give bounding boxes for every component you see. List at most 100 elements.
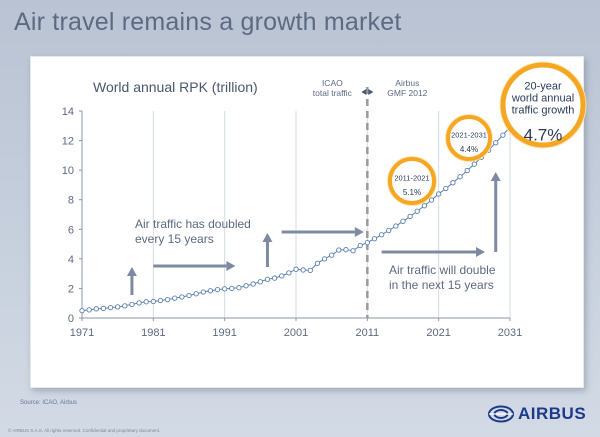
x-tick-label: 1981 <box>141 327 165 339</box>
icao-label: ICAO total traffic <box>313 78 353 98</box>
chart-title: World annual RPK (trillion) <box>93 79 258 95</box>
copyright-footer: © AIRBUS S.A.S. All rights reserved. Con… <box>8 428 161 433</box>
divider-arrow-right <box>368 89 374 95</box>
divider-arrow-left <box>361 89 367 95</box>
rpk-data-point <box>350 248 356 254</box>
y-tick-label: 14 <box>62 106 74 118</box>
x-tick-label: 1971 <box>70 327 94 339</box>
arrow-up-1997-head <box>262 233 273 242</box>
bubble-20-year-label: 20-year <box>524 81 562 93</box>
rpk-data-point <box>150 298 156 305</box>
slide-title: Air travel remains a growth market <box>14 8 402 36</box>
rpk-data-point <box>279 273 285 279</box>
rpk-data-point <box>436 191 442 197</box>
rpk-data-point <box>207 288 214 294</box>
rpk-data-point <box>271 275 278 281</box>
rpk-data-point <box>257 279 263 285</box>
rpk-data-point <box>200 289 206 295</box>
y-tick-label: 8 <box>68 195 74 207</box>
rpk-data-point <box>500 132 506 138</box>
source-note: Source: ICAO, Airbus <box>20 400 78 406</box>
rpk-data-point <box>122 303 128 309</box>
y-tick-label: 4 <box>68 254 74 266</box>
y-tick-label: 10 <box>62 165 74 177</box>
arrow-right-1999-head <box>354 227 364 237</box>
rpk-data-point <box>336 247 342 253</box>
airbus-logo-text: AIRBUS <box>518 404 587 423</box>
rpk-data-point <box>364 239 370 246</box>
rpk-data-point <box>107 304 114 311</box>
rpk-data-point <box>100 305 107 312</box>
rpk-data-point <box>286 270 292 276</box>
rpk-data-point <box>386 227 392 234</box>
rpk-data-point <box>393 223 399 229</box>
rpk-data-point <box>93 306 99 312</box>
rpk-data-point <box>157 297 164 304</box>
airbus-logo: AIRBUS <box>488 404 586 424</box>
rpk-data-point <box>186 292 192 299</box>
rpk-data-point <box>400 218 406 224</box>
x-tick-label: 2021 <box>426 327 450 339</box>
rpk-data-point <box>264 276 271 282</box>
rpk-data-point <box>329 252 335 258</box>
rpk-data-point <box>115 304 121 310</box>
rpk-data-point <box>164 297 171 303</box>
rpk-data-point <box>222 286 228 292</box>
rpk-data-point <box>457 174 463 180</box>
rpk-data-point <box>371 236 378 242</box>
rpk-data-point <box>129 301 135 308</box>
airbus-logo-icon <box>488 405 514 423</box>
rpk-data-point <box>250 281 256 287</box>
rpk-data-point <box>307 267 313 274</box>
bubble-20-year-label: world annual <box>511 93 574 105</box>
rpk-data-point <box>243 283 249 289</box>
rpk-data-point <box>136 300 142 306</box>
rpk-chart: 0 2 4 6 8 10 12 14 1971 1981 1991 2001 2011 2021 2031 W… <box>62 61 587 339</box>
rpk-data-point <box>321 256 328 262</box>
rpk-data-point <box>179 294 185 300</box>
doubled-annotation: Air traffic has doubled every 15 years <box>135 217 251 246</box>
y-tick-label: 12 <box>62 136 74 148</box>
rpk-data-point <box>214 286 221 293</box>
bubble-2021-2031-label: 2021-2031 <box>451 130 487 139</box>
bubble-2011-2021-ring <box>388 157 436 205</box>
rpk-data-point <box>493 140 499 146</box>
x-tick-label: 2011 <box>356 327 380 339</box>
rpk-data-point <box>172 295 178 301</box>
rpk-data-point <box>414 208 420 214</box>
rpk-data-point <box>236 285 242 291</box>
arrow-up-1978-head <box>126 267 137 276</box>
bubble-2021-2031-rate: 4.4% <box>460 145 478 154</box>
x-tick-label: 2031 <box>498 327 522 339</box>
rpk-data-point <box>357 242 363 249</box>
rpk-data-point <box>464 167 470 174</box>
rpk-data-point <box>79 307 85 314</box>
will-double-annotation: Air traffic will double in the next 15 ye… <box>389 263 496 292</box>
bubble-20-year-ring <box>500 62 586 148</box>
rpk-data-point <box>407 213 413 220</box>
bubble-2011-2021-rate: 5.1% <box>403 188 421 197</box>
rpk-data-point <box>193 291 199 297</box>
bubble-20-year-rate: 4.7% <box>524 126 563 145</box>
y-tick-label: 0 <box>68 313 74 325</box>
rpk-data-point <box>443 185 449 192</box>
chart-panel: 0 2 4 6 8 10 12 14 1971 1981 1991 2001 2011 2021 2031 W… <box>30 56 587 388</box>
rpk-data-point <box>343 247 349 253</box>
y-tick-label: 6 <box>68 224 74 236</box>
arrow-right-1981-head <box>226 261 236 271</box>
airbus-label: Airbus GMF 2012 <box>387 78 427 98</box>
rpk-data-point <box>450 180 456 186</box>
rpk-data-point <box>471 161 477 167</box>
x-tick-label: 2001 <box>284 327 308 339</box>
rpk-data-point <box>378 232 385 238</box>
rpk-data-point <box>428 197 435 203</box>
bubble-2021-2031-ring <box>446 115 492 161</box>
y-tick-label: 2 <box>68 283 74 295</box>
arrow-up-forecast-head <box>490 172 501 181</box>
rpk-data-point <box>86 307 92 313</box>
x-tick-label: 1991 <box>212 327 236 339</box>
rpk-data-point <box>314 260 321 266</box>
rpk-data-point <box>293 266 299 272</box>
rpk-data-point <box>300 267 306 273</box>
rpk-data-point <box>229 285 235 292</box>
